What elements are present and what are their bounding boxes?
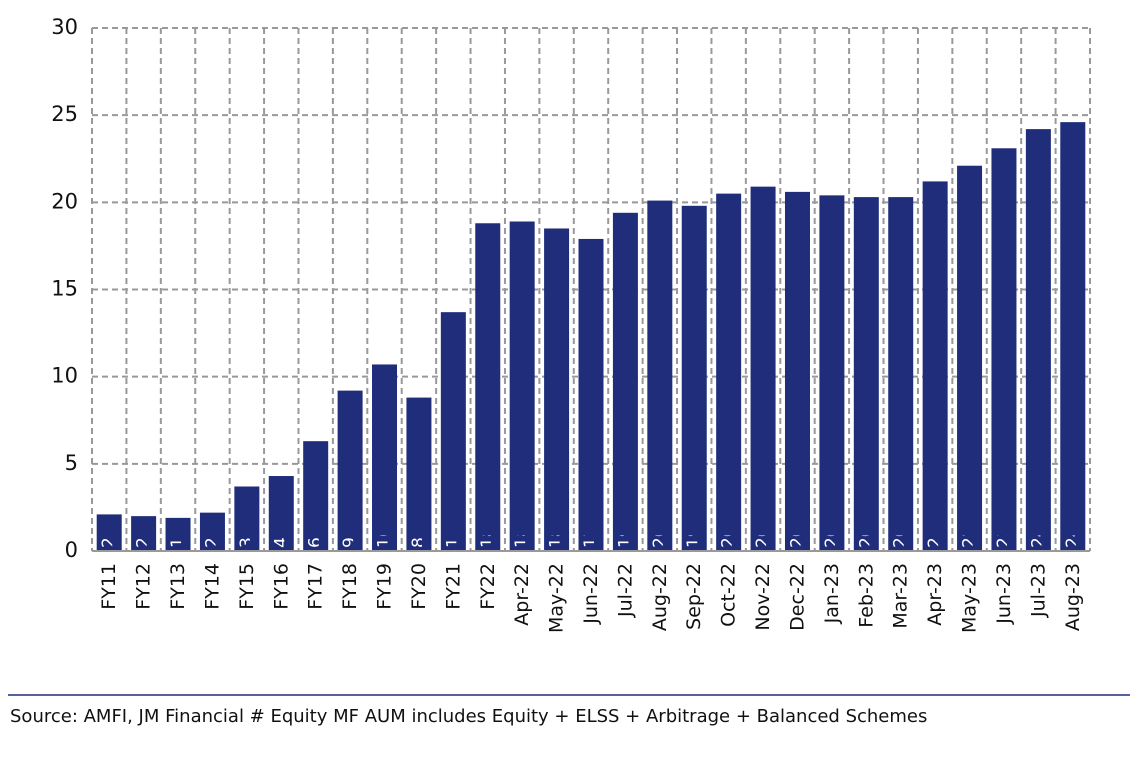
- value-label: 9.2: [340, 521, 360, 548]
- y-tick-label: 0: [65, 538, 78, 562]
- value-label: 1.9: [168, 521, 188, 548]
- x-tick-label: Feb-23: [855, 563, 877, 628]
- y-tick-label: 25: [51, 102, 78, 126]
- y-tick-label: 15: [51, 277, 78, 301]
- x-tick-label: Jul-23: [1027, 563, 1049, 618]
- value-label: 13.7: [443, 510, 463, 548]
- x-tick-label: Jan-23: [821, 563, 843, 624]
- value-label: 22.1: [960, 510, 980, 548]
- bar: [578, 238, 604, 551]
- x-tick-label: Mar-23: [890, 563, 912, 629]
- x-tick-label: Aug-22: [649, 563, 671, 631]
- value-label: 2.0: [134, 521, 154, 548]
- value-label: 3.7: [237, 521, 257, 548]
- bar: [234, 486, 260, 551]
- x-tick-label: FY17: [305, 563, 327, 610]
- x-tick-label: Jul-22: [614, 563, 636, 618]
- bar: [372, 364, 398, 551]
- value-label: 20.3: [856, 510, 876, 548]
- bar: [957, 165, 983, 551]
- x-tick-label: FY14: [201, 563, 223, 610]
- x-tick-label: Apr-22: [511, 563, 533, 626]
- value-label: 20.9: [753, 510, 773, 548]
- x-tick-label: FY21: [442, 563, 464, 610]
- y-tick-label: 5: [65, 451, 78, 475]
- value-label: 20.6: [787, 510, 807, 548]
- bar: [888, 197, 914, 551]
- y-tick-label: 10: [51, 364, 78, 388]
- bar: [199, 512, 225, 551]
- x-tick-label: FY22: [477, 563, 499, 610]
- bar: [475, 223, 501, 551]
- bar: [1025, 129, 1051, 551]
- x-tick-label: FY13: [167, 563, 189, 610]
- x-tick-label: Jun-23: [993, 563, 1015, 625]
- x-tick-label: Aug-23: [1062, 563, 1084, 631]
- value-label: 23.1: [994, 510, 1014, 548]
- x-tick-label: FY15: [236, 563, 258, 610]
- value-label: 17.9: [581, 510, 601, 548]
- bar: [991, 148, 1017, 552]
- value-label: 18.8: [478, 510, 498, 548]
- bar: [440, 312, 466, 551]
- x-tick-label: May-23: [959, 563, 981, 633]
- x-tick-label: Jun-22: [580, 563, 602, 625]
- x-tick-label: FY16: [270, 563, 292, 610]
- x-tick-label: FY18: [339, 563, 361, 610]
- bar: [647, 200, 673, 551]
- bar: [819, 195, 845, 552]
- value-label: 19.8: [684, 510, 704, 548]
- x-tick-label: Oct-22: [718, 563, 740, 627]
- value-label: 4.3: [271, 521, 291, 548]
- value-label: 2.2: [202, 521, 222, 548]
- bar: [337, 390, 363, 551]
- bar: [544, 228, 570, 551]
- x-tick-label: Sep-22: [683, 563, 705, 630]
- value-label: 24.2: [1028, 510, 1048, 548]
- bar: [268, 476, 294, 551]
- source: Source: AMFI, JM Financial # Equity MF A…: [10, 706, 927, 727]
- bar: [922, 181, 948, 551]
- value-label: 10.7: [375, 510, 395, 548]
- bar: [509, 221, 535, 551]
- x-tick-label: FY12: [133, 563, 155, 610]
- x-tick-label: Dec-22: [786, 563, 808, 631]
- bar: [96, 514, 122, 551]
- bar: [1060, 122, 1086, 551]
- value-label: 2.1: [99, 521, 119, 548]
- bar: [406, 397, 432, 551]
- value-label: 8.8: [409, 521, 429, 548]
- bar: [612, 212, 638, 551]
- value-label: 20.1: [650, 510, 670, 548]
- bar: [750, 186, 776, 552]
- bar: [681, 205, 707, 551]
- value-label: 20.5: [719, 510, 739, 548]
- y-tick-label: 20: [51, 189, 78, 213]
- x-tick-label: FY20: [408, 563, 430, 610]
- x-tick-label: FY19: [374, 563, 396, 610]
- x-tick-label: Nov-22: [752, 563, 774, 631]
- bar: [131, 516, 157, 551]
- x-tick-label: May-22: [546, 563, 568, 633]
- value-label: 20.4: [822, 510, 842, 548]
- value-label: 18.9: [512, 510, 532, 548]
- x-tick-label: FY11: [98, 563, 120, 610]
- x-tick-label: Apr-23: [924, 563, 946, 626]
- value-label: 18.5: [547, 510, 567, 548]
- bar: [165, 517, 191, 551]
- bar: [716, 193, 742, 551]
- value-label: 24.6: [1063, 510, 1083, 548]
- bar: [784, 191, 810, 551]
- value-label: 6.3: [306, 521, 326, 548]
- bar: [853, 197, 879, 551]
- value-label: 19.4: [615, 510, 635, 548]
- y-tick-label: 30: [51, 15, 78, 39]
- bar: [303, 441, 329, 551]
- value-label: 20.3: [891, 510, 911, 548]
- value-label: 21.2: [925, 510, 945, 548]
